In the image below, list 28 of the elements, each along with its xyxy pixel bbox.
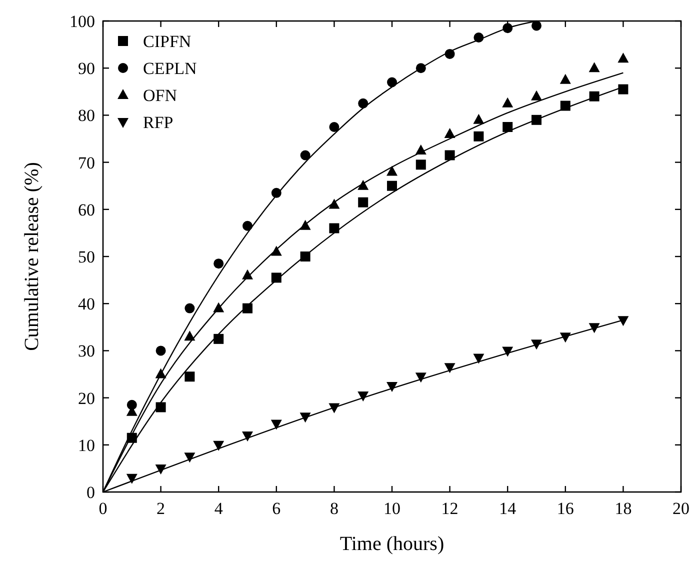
x-tick-label: 20 xyxy=(672,499,690,518)
x-tick-label: 10 xyxy=(384,499,400,518)
x-tick-label: 16 xyxy=(556,499,574,518)
x-tick-label: 8 xyxy=(330,499,338,518)
y-tick-label: 80 xyxy=(78,106,95,126)
x-tick-label: 18 xyxy=(614,499,632,518)
y-tick-label: 0 xyxy=(86,483,95,502)
legend-label: CIPFN xyxy=(143,32,192,51)
y-tick-label: 70 xyxy=(78,153,95,172)
x-tick-label: 4 xyxy=(214,499,224,518)
x-tick-label: 2 xyxy=(156,499,166,518)
legend-label: CEPLN xyxy=(143,59,197,78)
y-tick-label: 20 xyxy=(78,388,95,408)
x-tick-label: 14 xyxy=(499,499,517,518)
legend-label: RFP xyxy=(143,113,174,132)
y-tick-label: 40 xyxy=(78,294,95,314)
y-tick-label: 30 xyxy=(78,342,95,361)
y-tick-label: 90 xyxy=(78,59,95,78)
y-tick-label: 60 xyxy=(78,200,95,220)
x-tick-label: 6 xyxy=(272,499,281,518)
x-tick-label: 0 xyxy=(98,499,108,518)
y-tick-label: 10 xyxy=(78,436,95,455)
y-axis-title: Cumulative release (%) xyxy=(21,162,43,351)
y-tick-label: 50 xyxy=(78,248,95,266)
y-tick-label: 100 xyxy=(70,12,95,31)
x-tick-label: 12 xyxy=(441,499,458,518)
legend-label: OFN xyxy=(143,86,178,105)
x-axis-title: Time (hours) xyxy=(340,533,444,555)
